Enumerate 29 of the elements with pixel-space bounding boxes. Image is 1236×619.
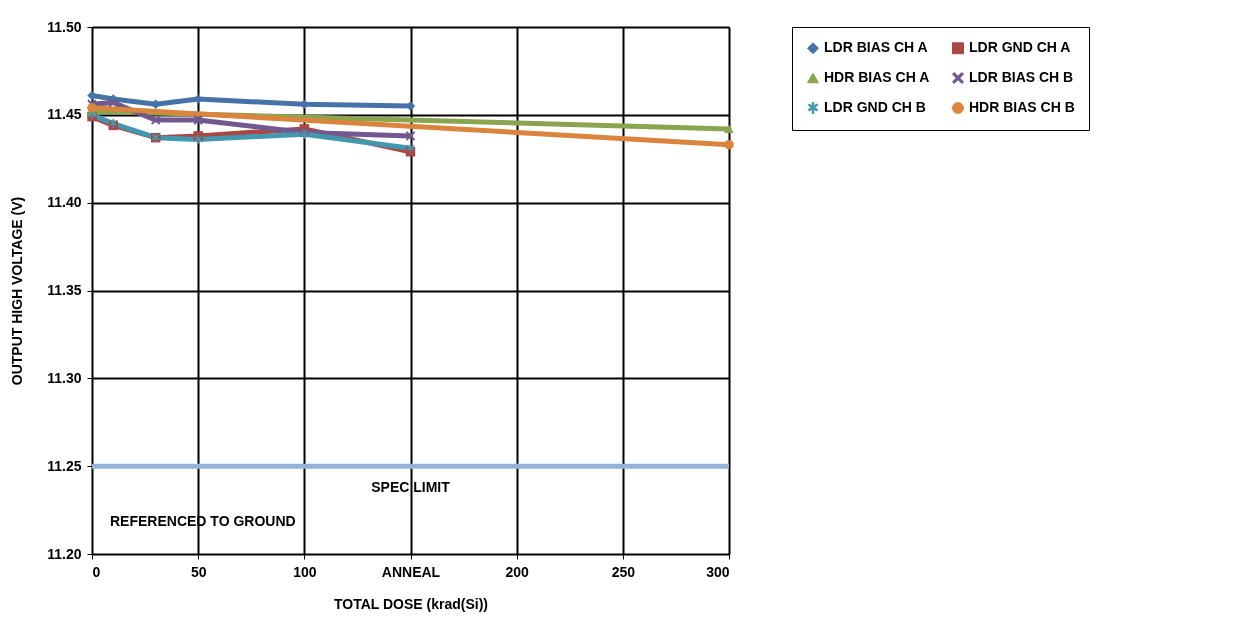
point [405,131,416,141]
legend-label: LDR GND CH A [969,39,1071,56]
legend-label: HDR BIAS CH B [969,99,1075,115]
legend-label: LDR BIAS CH A [824,39,928,56]
point [724,139,734,150]
x-tick-label: 0 [92,563,101,580]
y-tick-label: 11.35 [47,282,82,298]
point [150,115,161,125]
point [193,115,203,125]
x-tick-label: 200 [505,563,530,580]
x-tick-label: 100 [293,563,317,580]
y-tick-label: 11.20 [47,545,82,562]
x-tick-label: ANNEAL [381,563,441,580]
x-tick-label: 50 [190,563,207,580]
x-axis-title: TOTAL DOSE (krad(Si)) [333,595,489,612]
y-tick-label: 11.40 [47,194,82,211]
legend-label: LDR GND CH B [824,99,926,115]
ref-line-label: SPEC LIMIT [371,479,451,496]
legend-label: LDR BIAS CH B [969,69,1074,85]
y-tick-label: 11.45 [47,106,82,123]
y-tick-label: 11.25 [47,457,82,474]
point [108,97,118,108]
x-tick-label: 250 [611,563,636,580]
point [194,134,203,145]
y-tick-label: 11.50 [47,18,82,35]
y-tick-label: 11.30 [47,369,82,386]
y-axis-title: OUTPUT HIGH VOLTAGE (V) [9,196,26,386]
legend-label: HDR BIAS CH A [824,69,930,85]
x-tick-label: 300 [706,563,730,580]
